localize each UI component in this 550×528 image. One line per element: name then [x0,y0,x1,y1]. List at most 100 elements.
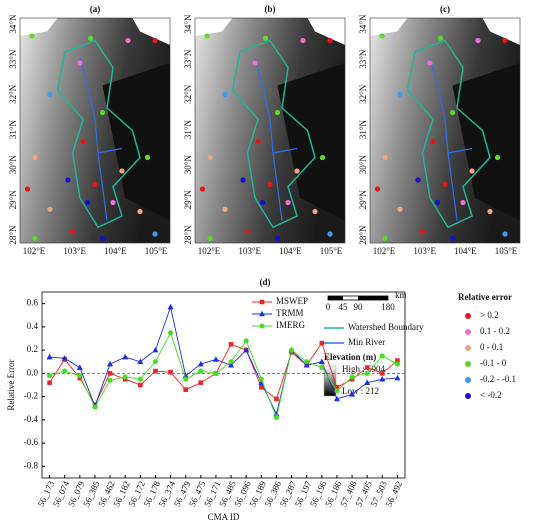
white-area [195,18,345,45]
map-frame [194,17,346,244]
station-dot [285,199,291,206]
elevation-title: Elevation (m) [324,352,376,362]
error-class: > 0.2 [480,310,499,320]
station-dot [47,91,53,98]
station-dot [327,37,333,44]
marker [152,346,159,353]
station-dot [32,235,38,242]
marker [304,359,310,365]
white-area [20,18,170,45]
lon-label: 105°E [320,246,343,256]
station-dot [47,206,53,212]
map-panel: (c) 34°N 33°N 32°N 31°N 30°N 29°N 28°N 102°E 103°… [358,4,521,256]
marker [228,342,234,347]
station-dot [87,35,94,41]
x-axis-label: CMA ID [208,512,240,522]
marker [228,362,235,368]
marker [379,353,385,359]
station-dot [437,35,444,41]
station-dot [32,154,38,161]
error-swatch [465,329,471,335]
marker [259,310,265,317]
marker [289,347,295,353]
error-class: < -0.2 [480,390,502,400]
station-dot [222,206,228,212]
station-dot [267,181,273,188]
marker [107,371,113,376]
lat-label: 31°N [358,119,368,139]
station-dot [99,109,106,116]
marker [319,365,325,371]
lat-label: 29°N [183,190,193,210]
scale-label: 0 [326,302,331,312]
station-dot [110,199,116,206]
marker [167,303,174,310]
lat-label: 28°N [358,225,368,245]
watershed-boundary [231,39,316,229]
lon-label: 102°E [198,246,221,256]
station-dot [24,186,31,192]
lon-label: 104°E [454,246,477,256]
elevation-low: Low : 212 [342,386,379,396]
station-dot [434,199,441,206]
lat-label: 34°N [358,14,368,34]
marker [273,410,280,417]
station-dot [294,168,300,174]
series-line [49,305,398,416]
map-frame [19,17,171,244]
station-dot [460,199,466,206]
lon-label: 104°E [279,246,302,256]
station-dot [469,168,475,174]
station-dot [92,181,98,188]
station-dot [397,206,403,212]
station-dot [319,154,326,161]
lon-label: 103°E [413,246,436,256]
elevation-high: High : 6904 [342,364,386,374]
plot-frame [41,291,406,479]
station-dot [415,177,421,183]
legend-label: MSWEP [276,296,308,306]
station-dot [430,139,436,145]
white-area [370,18,520,45]
marker [274,396,279,402]
marker [243,338,249,344]
marker [243,346,250,353]
y-tick-label: -0.8 [24,460,39,470]
station-dot [262,35,269,41]
lon-label: 105°E [145,246,168,256]
station-dot [379,33,385,39]
station-dot [300,37,306,44]
lon-label: 104°E [104,246,127,256]
watershed-label: Watershed Boundary [348,322,424,332]
lat-label: 31°N [8,119,18,139]
marker [259,299,265,305]
lat-label: 30°N [8,155,18,175]
panel-label: (b) [265,4,276,14]
panel-label: (c) [440,4,450,14]
station-dot [427,60,433,66]
marker [137,376,143,382]
marker [182,372,189,378]
station-dot [207,235,213,242]
lat-label: 33°N [183,49,193,69]
marker [259,323,265,329]
error-class: 0 - 0.1 [480,342,503,352]
station-dot [449,109,456,116]
marker [258,376,264,382]
lat-label: 30°N [183,155,193,175]
marker [319,340,325,346]
lat-label: 33°N [8,49,18,69]
lat-label: 34°N [8,14,18,34]
station-dot [84,199,91,206]
river [79,58,123,221]
marker [122,374,128,380]
station-dot [137,208,143,215]
y-tick-label: 0.4 [27,321,39,331]
lat-label: 32°N [358,84,368,104]
station-dot [77,60,83,66]
error-swatch [465,345,471,351]
station-dot [312,208,318,215]
map-panel: (a) 34°N 33°N 32°N 31°N 30°N 29°N 28°N 102°E 103°… [8,4,171,256]
marker [394,361,400,367]
